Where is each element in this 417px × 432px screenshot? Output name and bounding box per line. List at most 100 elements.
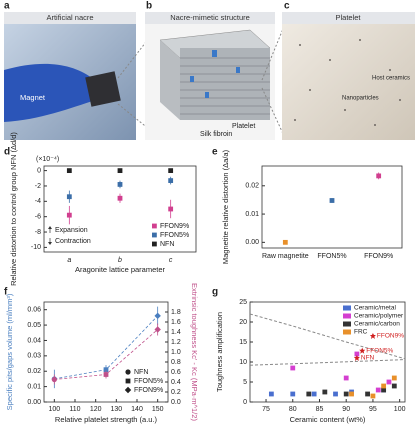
marker (66, 212, 72, 218)
plot-frame (249, 301, 406, 403)
nanoparticle (190, 76, 194, 82)
legend-label: FRC (354, 329, 368, 336)
x-tick-label: 80 (289, 406, 297, 413)
marker (103, 367, 109, 373)
trend-curve (249, 359, 406, 366)
x-tick-label: 95 (369, 406, 377, 413)
panel-letter: e (212, 147, 218, 158)
y-axis-label: Toughness amplification (215, 312, 224, 392)
legend-swatch (152, 241, 157, 247)
y-tick-label: 0.00 (27, 399, 41, 406)
y-tick-label: 0.04 (27, 337, 41, 344)
marker (329, 198, 335, 203)
x-tick-label: c (169, 257, 173, 264)
axis-note: (×10⁻⁴) (36, 156, 59, 163)
marker (117, 195, 123, 201)
marker (381, 383, 387, 389)
x-tick-label: 85 (316, 406, 324, 413)
highlight-point (369, 333, 376, 339)
annotation-arrowhead (48, 242, 52, 245)
label: Magnet (20, 93, 46, 102)
title-bar (4, 12, 136, 24)
panel-letter: b (146, 1, 152, 12)
marker (117, 168, 123, 174)
x-axis-label: Aragonite lattice parameter (75, 265, 166, 274)
y-tick-label: -6 (35, 214, 41, 221)
x-axis-label: Relative platelet strength (a.u.) (55, 415, 158, 424)
y-tick-label: 0.03 (27, 353, 41, 360)
panel-a: a Artificial nacre Magnet (4, 1, 136, 140)
marker (343, 391, 349, 397)
panel-letter: d (4, 147, 10, 158)
marker (51, 376, 57, 383)
y-axis-label: Specific pits/gaps volume (ml/mm³) (5, 293, 14, 410)
trend-curve (249, 313, 406, 360)
legend-swatch (343, 305, 351, 311)
y-tick-label: -10 (31, 244, 41, 251)
x-tick-label: 75 (262, 406, 270, 413)
marker (354, 351, 360, 357)
y-tick-label: 0.01 (245, 211, 259, 218)
y-tick-label: 15 (239, 339, 247, 346)
marker (282, 239, 288, 245)
x-tick-label: FFON5% (317, 253, 346, 260)
y2-tick-label: 0.4 (171, 379, 181, 386)
y-tick-label: 25 (239, 299, 247, 306)
marker (376, 173, 382, 179)
marker (168, 206, 174, 212)
marker (381, 387, 387, 393)
y2-tick-label: 0.8 (171, 359, 181, 366)
front-face (180, 48, 270, 120)
marker (290, 365, 296, 371)
y2-tick-label: 0.6 (171, 369, 181, 376)
marker (290, 391, 296, 397)
y-tick-label: 0 (243, 399, 247, 406)
marker (343, 375, 349, 381)
y-axis-label: Magnetite relative distortion (Δa/a) (221, 149, 230, 264)
y-tick-label: 0.06 (27, 307, 41, 314)
panel-title: Artificial nacre (46, 13, 93, 22)
x-axis-label: Ceramic content (wt%) (290, 415, 366, 424)
legend-label: FFON5% (134, 378, 163, 385)
panel-letter: f (4, 287, 8, 298)
plot-frame (43, 165, 197, 253)
marker (66, 168, 72, 174)
marker (322, 389, 328, 395)
marker (168, 178, 174, 183)
x-tick-label: 90 (342, 406, 350, 413)
y2-tick-label: 1.0 (171, 349, 181, 356)
marker (386, 379, 392, 385)
legend-label: Ceramic/polymer (354, 313, 404, 320)
y-tick-label: 5 (243, 379, 247, 386)
highlight-label: FFON9% (377, 333, 404, 340)
legend-label: NFN (160, 241, 174, 248)
marker (306, 391, 312, 397)
panel-b: b Nacre-mimetic structure Platelet Silk … (117, 1, 275, 140)
title-bar (282, 12, 415, 24)
x-tick-label: 110 (69, 406, 80, 413)
particles (294, 39, 401, 126)
x-tick-label: 150 (152, 406, 164, 413)
y-tick-label: 0.01 (27, 383, 41, 390)
annotation: Contraction (55, 238, 91, 245)
y2-axis-label: Extrinsic toughness Kc' - Kc (MPa·m^1/2) (190, 283, 199, 421)
highlight-point (353, 355, 360, 361)
marker (168, 168, 174, 174)
marker (391, 375, 397, 381)
marker (154, 326, 161, 333)
title-bar (145, 12, 275, 24)
side-face (160, 40, 180, 120)
y2-tick-label: 1.8 (171, 309, 181, 316)
panel-title: Platelet (335, 13, 361, 22)
legend-swatch (152, 232, 157, 238)
label: Nanoparticles (342, 96, 379, 102)
x-tick-label: a (67, 257, 71, 264)
marker (154, 312, 161, 320)
panel-c: c Platelet Host ceramics Nanoparticles (261, 1, 415, 140)
legend-swatch (343, 321, 351, 327)
y-tick-label: 0.05 (27, 322, 41, 329)
magnet (85, 71, 121, 107)
plot-frame (261, 165, 403, 249)
x-tick-label: 140 (131, 406, 143, 413)
y2-tick-label: 0.0 (171, 399, 181, 406)
